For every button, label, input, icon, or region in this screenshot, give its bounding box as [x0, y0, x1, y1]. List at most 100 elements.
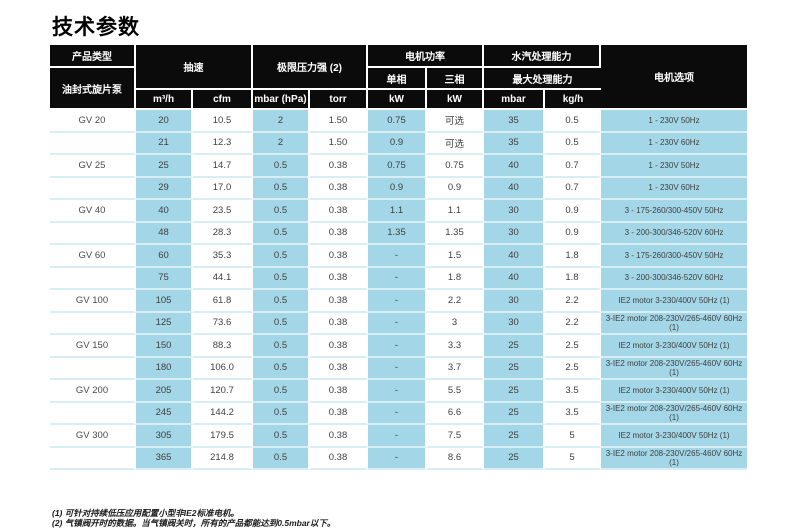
value-cell: 0.5 [545, 132, 601, 155]
value-cell: 40 [136, 200, 193, 223]
table-row: 125 73.6 0.5 0.38-3 30 2.2 3-IE2 motor 208-230… [50, 312, 747, 335]
value-cell: 0.5 [253, 380, 310, 403]
value-cell: 0.9 [427, 177, 484, 200]
value-cell: 30 [484, 200, 545, 223]
model-cell [50, 267, 136, 290]
value-cell: 40 [484, 245, 545, 268]
value-cell: 25 [484, 335, 545, 358]
value-cell: 3.5 [545, 402, 601, 425]
value-cell: 30 [484, 290, 545, 313]
value-cell: 30 [484, 222, 545, 245]
value-cell: 5 [545, 447, 601, 470]
value-cell: 12.3 [193, 132, 253, 155]
unit-kw-three: kW [427, 90, 484, 110]
value-cell: 20 [136, 110, 193, 133]
value-cell: 10.5 [193, 110, 253, 133]
value-cell: 0.38 [310, 245, 368, 268]
value-cell: 0.5 [253, 447, 310, 470]
table-row: GV 25 25 14.7 0.5 0.38 0.75 0.75 40 0.7 1 - 230V … [50, 155, 747, 178]
value-cell: 8.6 [427, 447, 484, 470]
table-row: GV 40 40 23.5 0.5 0.38 1.1 1.1 30 0.9 3 - 175-260… [50, 200, 747, 223]
value-cell: 1.5 [427, 245, 484, 268]
table-row: 21 12.3 2 1.50 0.9 可选 35 0.5 1 - 230V 60Hz [50, 132, 747, 155]
value-cell: 0.38 [310, 267, 368, 290]
value-cell: 40 [484, 267, 545, 290]
unit-kw-single: kW [368, 90, 427, 110]
value-cell: 3.3 [427, 335, 484, 358]
value-cell: 88.3 [193, 335, 253, 358]
value-cell: 1.50 [310, 132, 368, 155]
value-cell: 1.1 [368, 200, 427, 223]
value-cell: 0.38 [310, 222, 368, 245]
value-cell: 0.5 [253, 290, 310, 313]
value-cell: 0.5 [253, 357, 310, 380]
spec-table-container: 产品类型 抽速 极限压力强 (2) 电机功率 水汽处理能力 电机选项 油封式旋片… [50, 45, 747, 470]
value-cell: 21 [136, 132, 193, 155]
value-cell: 3.5 [545, 380, 601, 403]
value-cell: - [368, 447, 427, 470]
value-cell: 1.8 [545, 267, 601, 290]
value-cell: 0.38 [310, 425, 368, 448]
model-cell: GV 60 [50, 245, 136, 268]
value-cell: 6.6 [427, 402, 484, 425]
value-cell: 1.35 [368, 222, 427, 245]
value-cell: 48 [136, 222, 193, 245]
value-cell: 35 [484, 132, 545, 155]
value-cell: 0.75 [368, 110, 427, 133]
value-cell: 205 [136, 380, 193, 403]
value-cell: 0.5 [253, 267, 310, 290]
value-cell: 0.38 [310, 200, 368, 223]
value-cell: 可选 [427, 110, 484, 133]
value-cell: 106.0 [193, 357, 253, 380]
value-cell: 75 [136, 267, 193, 290]
value-cell: 120.7 [193, 380, 253, 403]
value-cell: 25 [484, 425, 545, 448]
value-cell: 150 [136, 335, 193, 358]
model-cell [50, 177, 136, 200]
value-cell: 40 [484, 155, 545, 178]
value-cell: 1.8 [427, 267, 484, 290]
model-cell [50, 357, 136, 380]
value-cell: 0.7 [545, 155, 601, 178]
value-cell: 40 [484, 177, 545, 200]
value-cell: 0.75 [427, 155, 484, 178]
table-row: GV 300 305 179.5 0.5 0.38-7.5 25 5 IE2 motor 3-… [50, 425, 747, 448]
footnote-1: (1) 可针对持续低压应用配置小型非IE2标准电机。 [52, 508, 240, 518]
value-cell: 1.8 [545, 245, 601, 268]
value-cell: 5 [545, 425, 601, 448]
value-cell: 214.8 [193, 447, 253, 470]
value-cell: 305 [136, 425, 193, 448]
unit-cfm: cfm [193, 90, 253, 110]
value-cell: 73.6 [193, 312, 253, 335]
value-cell: 0.38 [310, 335, 368, 358]
value-cell: 2.2 [545, 312, 601, 335]
value-cell: 0.38 [310, 155, 368, 178]
value-cell: 1 - 230V 50Hz [601, 155, 747, 178]
value-cell: 3 - 175-260/300-450V 50Hz [601, 245, 747, 268]
value-cell: 0.9 [545, 200, 601, 223]
value-cell: 35.3 [193, 245, 253, 268]
value-cell: 0.5 [253, 312, 310, 335]
value-cell: 1.50 [310, 110, 368, 133]
header-pump-type: 油封式旋片泵 [50, 68, 136, 110]
value-cell: 3-IE2 motor 208-230V/265-460V 60Hz (1) [601, 447, 747, 470]
value-cell: 35 [484, 110, 545, 133]
value-cell: 2.5 [545, 357, 601, 380]
value-cell: - [368, 290, 427, 313]
value-cell: 0.38 [310, 177, 368, 200]
model-cell: GV 20 [50, 110, 136, 133]
value-cell: 365 [136, 447, 193, 470]
value-cell: IE2 motor 3-230/400V 50Hz (1) [601, 335, 747, 358]
value-cell: 3 - 175-260/300-450V 50Hz [601, 200, 747, 223]
footnote-2: (2) 气镇阀开时的数据。当气镇阀关时，所有的产品都能达到0.5mbar以下。 [52, 518, 336, 528]
value-cell: 0.9 [368, 177, 427, 200]
value-cell: 3-IE2 motor 208-230V/265-460V 60Hz (1) [601, 357, 747, 380]
value-cell: - [368, 245, 427, 268]
value-cell: 0.38 [310, 312, 368, 335]
page-title: 技术参数 [52, 16, 140, 39]
value-cell: 0.5 [253, 222, 310, 245]
value-cell: 0.75 [368, 155, 427, 178]
value-cell: 3-IE2 motor 208-230V/265-460V 60Hz (1) [601, 312, 747, 335]
value-cell: IE2 motor 3-230/400V 50Hz (1) [601, 290, 747, 313]
value-cell: 0.5 [253, 402, 310, 425]
